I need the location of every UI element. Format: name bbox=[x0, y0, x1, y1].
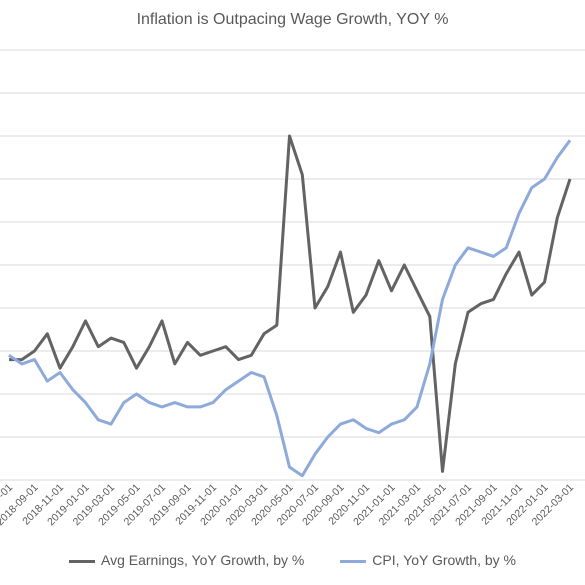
legend: Avg Earnings, YoY Growth, by % CPI, YoY … bbox=[0, 552, 585, 568]
legend-item-earnings: Avg Earnings, YoY Growth, by % bbox=[69, 552, 304, 568]
chart-title: Inflation is Outpacing Wage Growth, YOY … bbox=[136, 11, 449, 28]
legend-label-earnings: Avg Earnings, YoY Growth, by % bbox=[101, 552, 305, 568]
legend-label-cpi: CPI, YoY Growth, by % bbox=[372, 552, 516, 568]
legend-swatch-earnings bbox=[69, 559, 95, 563]
series-line-avg-earnings bbox=[9, 134, 572, 473]
series-line-cpi bbox=[8, 139, 572, 478]
legend-swatch-cpi bbox=[340, 559, 367, 563]
legend-item-cpi: CPI, YoY Growth, by % bbox=[340, 552, 516, 568]
